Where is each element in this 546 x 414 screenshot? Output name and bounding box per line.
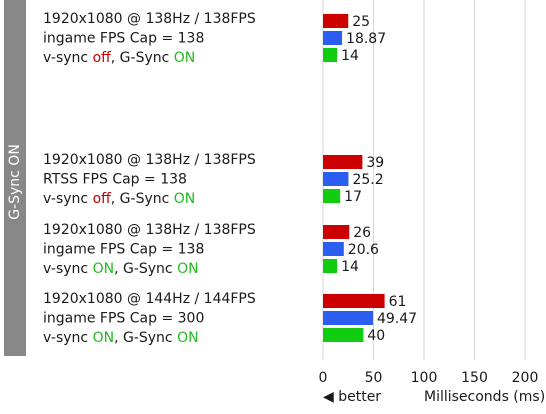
value-label-group-3-series-2: 20.6 xyxy=(348,242,379,258)
value-label-group-3-series-3: 14 xyxy=(341,259,359,275)
label-segment: 1920x1080 @ 138Hz / 138FPS xyxy=(43,222,256,238)
x-tick-label-0: 0 xyxy=(319,370,328,386)
group-2-label-line-3: v-sync off, G-Sync ON xyxy=(43,191,195,207)
bar-group-1-series-1 xyxy=(323,14,349,28)
label-segment: v-sync xyxy=(43,330,93,346)
label-segment: , G-Sync xyxy=(114,330,177,346)
label-segment: RTSS FPS Cap = 138 xyxy=(43,172,187,188)
group-1-label-line-2: ingame FPS Cap = 138 xyxy=(43,31,204,47)
label-segment: ON xyxy=(174,50,196,66)
value-label-group-2-series-1: 39 xyxy=(366,155,384,171)
label-segment: v-sync xyxy=(43,261,93,277)
group-1-label-line-3: v-sync off, G-Sync ON xyxy=(43,50,195,66)
label-segment: ON xyxy=(177,330,199,346)
bar-group-3-series-2 xyxy=(323,242,344,256)
group-1-label-line-1: 1920x1080 @ 138Hz / 138FPS xyxy=(43,11,256,27)
label-segment: ON xyxy=(174,191,196,207)
label-segment: v-sync xyxy=(43,191,93,207)
label-segment: , G-Sync xyxy=(111,191,174,207)
group-3-label-line-2: ingame FPS Cap = 138 xyxy=(43,242,204,258)
value-label-group-4-series-1: 61 xyxy=(389,294,407,310)
value-label-group-1-series-3: 14 xyxy=(341,48,359,64)
x-tick-label-50: 50 xyxy=(365,370,383,386)
bar-group-3-series-1 xyxy=(323,225,350,239)
label-segment: off xyxy=(93,191,112,207)
value-label-group-1-series-2: 18.87 xyxy=(346,31,386,47)
group-3-label-line-1: 1920x1080 @ 138Hz / 138FPS xyxy=(43,222,256,238)
group-2-label-line-2: RTSS FPS Cap = 138 xyxy=(43,172,187,188)
bar-group-2-series-2 xyxy=(323,172,349,186)
bar-group-4-series-1 xyxy=(323,294,385,308)
label-segment: 1920x1080 @ 138Hz / 138FPS xyxy=(43,11,256,27)
label-segment: , G-Sync xyxy=(114,261,177,277)
bar-group-1-series-3 xyxy=(323,48,338,62)
group-4-label-line-3: v-sync ON, G-Sync ON xyxy=(43,330,199,346)
value-label-group-2-series-2: 25.2 xyxy=(352,172,383,188)
x-tick-label-200: 200 xyxy=(512,370,539,386)
label-segment: ingame FPS Cap = 138 xyxy=(43,242,204,258)
x-axis-label: Milliseconds (ms) xyxy=(424,389,545,405)
value-label-group-3-series-1: 26 xyxy=(353,225,371,241)
bar-group-4-series-2 xyxy=(323,311,373,325)
value-label-group-4-series-2: 49.47 xyxy=(377,311,417,327)
label-segment: ON xyxy=(93,330,115,346)
label-segment: ON xyxy=(93,261,115,277)
label-segment: ON xyxy=(177,261,199,277)
side-category-bar xyxy=(4,0,26,356)
group-4-label-line-1: 1920x1080 @ 144Hz / 144FPS xyxy=(43,291,256,307)
value-label-group-1-series-1: 25 xyxy=(352,14,370,30)
bar-group-2-series-1 xyxy=(323,155,363,169)
label-segment: 1920x1080 @ 144Hz / 144FPS xyxy=(43,291,256,307)
x-tick-label-100: 100 xyxy=(411,370,438,386)
label-segment: off xyxy=(93,50,112,66)
label-segment: v-sync xyxy=(43,50,93,66)
value-label-group-2-series-3: 17 xyxy=(344,189,362,205)
label-segment: 1920x1080 @ 138Hz / 138FPS xyxy=(43,152,256,168)
bar-group-3-series-3 xyxy=(323,259,338,273)
group-3-label-line-3: v-sync ON, G-Sync ON xyxy=(43,261,199,277)
better-note: ◀ better xyxy=(323,389,381,405)
bar-group-4-series-3 xyxy=(323,328,364,342)
bar-group-1-series-2 xyxy=(323,31,343,45)
label-segment: ingame FPS Cap = 138 xyxy=(43,31,204,47)
label-segment: ingame FPS Cap = 300 xyxy=(43,311,204,327)
bar-group-2-series-3 xyxy=(323,189,341,203)
group-4-label-line-2: ingame FPS Cap = 300 xyxy=(43,311,204,327)
label-segment: , G-Sync xyxy=(111,50,174,66)
value-label-group-4-series-3: 40 xyxy=(367,328,385,344)
x-tick-label-150: 150 xyxy=(461,370,488,386)
group-2-label-line-1: 1920x1080 @ 138Hz / 138FPS xyxy=(43,152,256,168)
